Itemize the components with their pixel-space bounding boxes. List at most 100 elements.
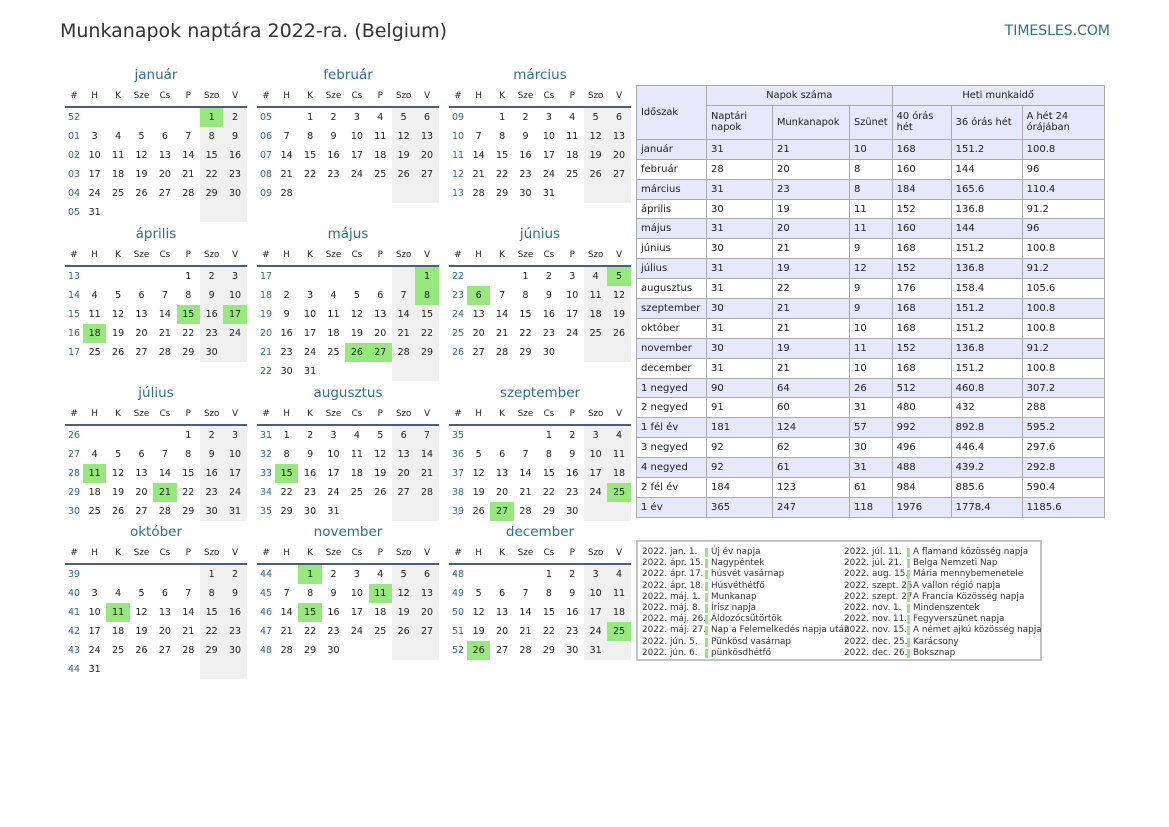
- day-cell[interactable]: 3: [91, 131, 98, 142]
- day-cell[interactable]: 27: [496, 645, 509, 656]
- day-cell[interactable]: 30: [304, 506, 317, 517]
- day-cell[interactable]: 10: [223, 286, 247, 305]
- day-cell[interactable]: 12: [374, 449, 387, 460]
- day-cell[interactable]: 30: [566, 506, 579, 517]
- day-cell[interactable]: 16: [304, 468, 317, 479]
- day-cell[interactable]: 1: [545, 430, 552, 441]
- day-cell[interactable]: 17: [223, 464, 247, 483]
- day-cell[interactable]: 23: [327, 626, 340, 637]
- day-cell[interactable]: 26: [345, 343, 369, 362]
- day-cell[interactable]: 22: [199, 165, 224, 184]
- day-cell[interactable]: 12: [583, 127, 608, 146]
- day-cell[interactable]: 18: [374, 607, 387, 618]
- day-cell[interactable]: 31: [583, 641, 608, 660]
- day-cell[interactable]: 21: [158, 328, 171, 339]
- day-cell[interactable]: 26: [135, 188, 148, 199]
- day-cell[interactable]: 12: [350, 309, 363, 320]
- day-cell[interactable]: 17: [350, 150, 363, 161]
- day-cell[interactable]: 8: [283, 449, 290, 460]
- day-cell[interactable]: 20: [135, 487, 148, 498]
- day-cell[interactable]: 5: [475, 449, 482, 460]
- day-cell[interactable]: 20: [415, 603, 439, 622]
- day-cell[interactable]: 4: [115, 588, 122, 599]
- day-cell[interactable]: 10: [566, 290, 579, 301]
- day-cell[interactable]: 24: [327, 487, 340, 498]
- day-cell[interactable]: 8: [522, 290, 529, 301]
- day-cell[interactable]: 15: [304, 150, 317, 161]
- day-cell[interactable]: 24: [88, 645, 101, 656]
- day-cell[interactable]: 23: [199, 324, 224, 343]
- day-cell[interactable]: 11: [607, 584, 631, 603]
- day-cell[interactable]: 30: [519, 188, 532, 199]
- day-cell[interactable]: 26: [472, 506, 485, 517]
- day-cell[interactable]: 14: [519, 468, 532, 479]
- day-cell[interactable]: 22: [304, 169, 317, 180]
- day-cell[interactable]: 16: [566, 468, 579, 479]
- day-cell[interactable]: 14: [182, 607, 195, 618]
- day-cell[interactable]: 11: [374, 131, 387, 142]
- day-cell[interactable]: 7: [283, 588, 290, 599]
- day-cell[interactable]: 4: [607, 565, 631, 584]
- day-cell[interactable]: 19: [607, 305, 631, 324]
- day-cell[interactable]: 24: [223, 324, 247, 343]
- day-cell[interactable]: 22: [519, 328, 532, 339]
- day-cell[interactable]: 14: [415, 445, 439, 464]
- day-cell[interactable]: 1: [298, 565, 322, 584]
- day-cell[interactable]: 7: [522, 449, 529, 460]
- day-cell[interactable]: 7: [499, 290, 506, 301]
- day-cell[interactable]: 19: [391, 146, 416, 165]
- day-cell[interactable]: 21: [280, 626, 293, 637]
- day-cell[interactable]: 14: [280, 150, 293, 161]
- day-cell[interactable]: 4: [353, 430, 360, 441]
- day-cell[interactable]: 31: [327, 506, 340, 517]
- day-cell[interactable]: 14: [280, 607, 293, 618]
- day-cell[interactable]: 7: [522, 588, 529, 599]
- day-cell[interactable]: 24: [88, 188, 101, 199]
- day-cell[interactable]: 29: [542, 645, 555, 656]
- day-cell[interactable]: 7: [415, 426, 439, 445]
- day-cell[interactable]: 21: [280, 169, 293, 180]
- day-cell[interactable]: 26: [607, 324, 631, 343]
- day-cell[interactable]: 30: [327, 645, 340, 656]
- day-cell[interactable]: 22: [182, 487, 195, 498]
- day-cell[interactable]: 30: [223, 184, 247, 203]
- day-cell[interactable]: 3: [583, 565, 608, 584]
- day-cell[interactable]: 2: [569, 569, 576, 580]
- day-cell[interactable]: 27: [391, 483, 416, 502]
- day-cell[interactable]: 20: [496, 626, 509, 637]
- day-cell[interactable]: 13: [472, 309, 485, 320]
- day-cell[interactable]: 27: [368, 343, 392, 362]
- day-cell[interactable]: 18: [607, 603, 631, 622]
- day-cell[interactable]: 12: [112, 468, 125, 479]
- day-cell[interactable]: 13: [415, 127, 439, 146]
- day-cell[interactable]: 6: [138, 449, 145, 460]
- day-cell[interactable]: 9: [545, 290, 552, 301]
- day-cell[interactable]: 8: [199, 584, 224, 603]
- day-cell[interactable]: 22: [280, 487, 293, 498]
- day-cell[interactable]: 12: [391, 584, 416, 603]
- day-cell[interactable]: 17: [88, 169, 101, 180]
- day-cell[interactable]: 27: [135, 506, 148, 517]
- day-cell[interactable]: 26: [112, 347, 125, 358]
- day-cell[interactable]: 10: [583, 584, 608, 603]
- day-cell[interactable]: 12: [472, 468, 485, 479]
- day-cell[interactable]: 10: [542, 131, 555, 142]
- day-cell[interactable]: 16: [223, 146, 247, 165]
- day-cell[interactable]: 20: [472, 328, 485, 339]
- day-cell[interactable]: 29: [415, 343, 439, 362]
- day-cell[interactable]: 28: [519, 506, 532, 517]
- day-cell[interactable]: 5: [391, 565, 416, 584]
- day-cell[interactable]: 8: [415, 286, 439, 305]
- day-cell[interactable]: 1: [185, 271, 192, 282]
- day-cell[interactable]: 11: [350, 449, 363, 460]
- day-cell[interactable]: 30: [542, 347, 555, 358]
- day-cell[interactable]: 16: [223, 603, 247, 622]
- day-cell[interactable]: 18: [607, 464, 631, 483]
- day-cell[interactable]: 26: [391, 622, 416, 641]
- day-cell[interactable]: 13: [374, 309, 387, 320]
- day-cell[interactable]: 3: [223, 426, 247, 445]
- day-cell[interactable]: 10: [327, 449, 340, 460]
- day-cell[interactable]: 17: [327, 468, 340, 479]
- day-cell[interactable]: 3: [583, 426, 608, 445]
- day-cell[interactable]: 3: [223, 267, 247, 286]
